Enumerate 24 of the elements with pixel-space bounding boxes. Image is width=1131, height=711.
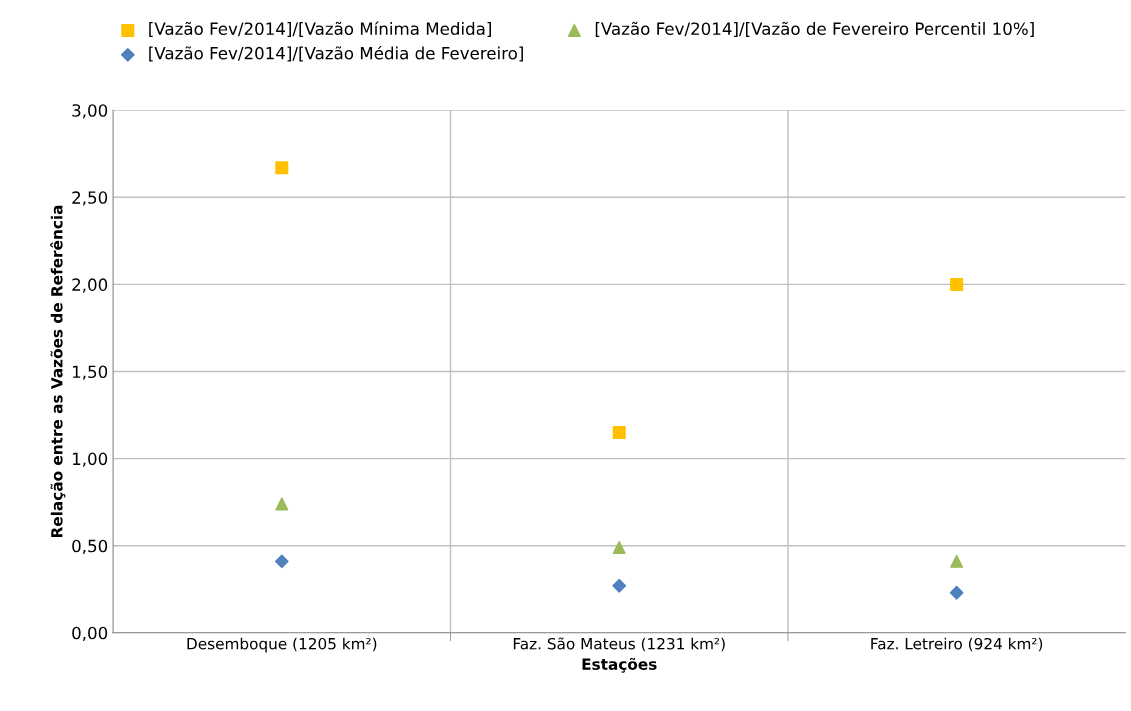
y-tick-label: 0,50	[72, 539, 108, 554]
y-tick-label: 1,50	[72, 365, 108, 380]
point	[274, 554, 289, 569]
legend-label: [Vazão Fev/2014]/[Vazão Média de Fevereiro]	[149, 45, 523, 62]
y-tick-label: 3,00	[72, 104, 108, 119]
point	[612, 540, 626, 554]
legend-label: [Vazão Fev/2014]/[Vazão Mínima Medida]	[149, 21, 491, 37]
point	[950, 554, 964, 568]
y-tick-label: 0,00	[72, 626, 108, 642]
point	[612, 425, 626, 439]
x-axis-title: Estações	[582, 657, 657, 673]
x-tick-label: Faz. Letreiro (924 km²)	[871, 637, 1043, 652]
legend-label: [Vazão Fev/2014]/[Vazão de Fevereiro Percentil 10%]	[595, 21, 1034, 37]
y-tick-label: 1,00	[72, 452, 108, 467]
x-tick-label: Desemboque (1205 km²)	[187, 637, 377, 653]
point	[949, 585, 964, 600]
point	[612, 578, 627, 593]
y-axis-title: Relação entre as Vazões de Referência	[50, 205, 66, 538]
point	[950, 277, 964, 291]
x-tick-label: Faz. São Mateus (1231 km²)	[513, 637, 725, 652]
point	[275, 497, 289, 511]
y-tick-label: 2,50	[72, 191, 108, 206]
y-tick-label: 2,00	[72, 278, 108, 293]
point	[275, 161, 289, 175]
